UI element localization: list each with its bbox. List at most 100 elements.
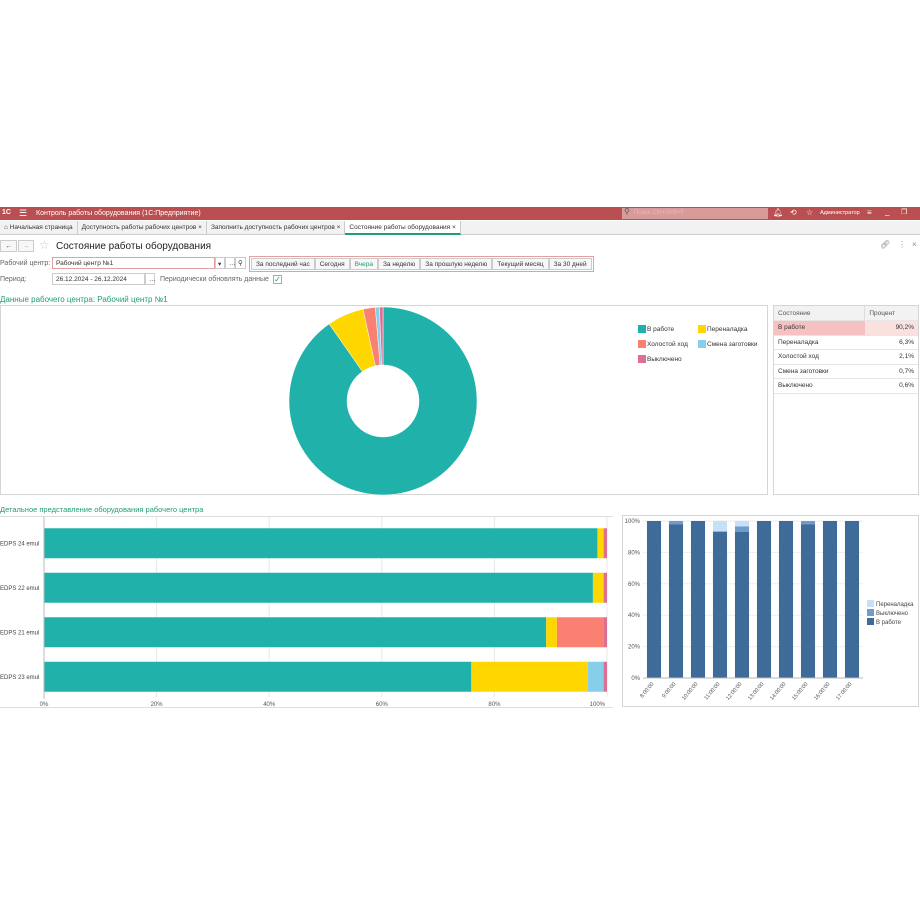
bar-segment: [44, 661, 472, 692]
more-icon[interactable]: ⋮: [898, 240, 906, 249]
star-icon[interactable]: ☆: [806, 208, 814, 217]
tab-label: Начальная страница: [9, 224, 73, 231]
bar-segment: [603, 661, 607, 692]
x-tick-label: 13:00:00: [747, 681, 765, 701]
user-name[interactable]: Администратор: [820, 210, 860, 216]
state-cell: Холостой ход: [774, 349, 865, 365]
column-segment: [712, 521, 728, 532]
tab-label: Заполнить доступность рабочих центров: [210, 224, 335, 231]
period-today-button[interactable]: Сегодня: [314, 258, 350, 270]
period-yesterday-button[interactable]: Вчера: [349, 258, 378, 270]
close-icon[interactable]: ×: [912, 240, 917, 249]
period-last-week-button[interactable]: За прошлую неделю: [420, 258, 493, 270]
bar-segment: [471, 661, 588, 692]
y-tick-label: 20%: [628, 645, 641, 651]
period-input[interactable]: 26.12.2024 - 26.12.2024: [52, 273, 145, 285]
history-icon[interactable]: ⟲: [790, 208, 797, 217]
legend-swatch: [638, 355, 646, 363]
period-select-button[interactable]: …: [145, 273, 156, 285]
maximize-icon[interactable]: ❐: [901, 209, 908, 216]
legend-item: Выключено: [638, 355, 698, 363]
column-segment: [668, 521, 684, 525]
app-logo: 1С: [2, 209, 11, 216]
work-center-label: Рабочий центр:: [0, 260, 51, 267]
forward-button[interactable]: →: [18, 240, 34, 252]
x-tick-label: 60%: [376, 702, 389, 708]
period-30-days-button[interactable]: За 30 дней: [548, 258, 592, 270]
legend-swatch: [638, 340, 646, 348]
dropdown-button[interactable]: ▾: [215, 257, 225, 269]
auto-refresh-checkbox[interactable]: ✓: [272, 274, 282, 284]
bar-segment: [44, 617, 547, 648]
table-row[interactable]: В работе 90,2%: [774, 320, 918, 336]
x-tick-label: 14:00:00: [769, 681, 787, 701]
legend-label: Смена заготовки: [707, 340, 758, 348]
period-last-hour-button[interactable]: За последний час: [251, 258, 315, 270]
bar-segment: [597, 528, 604, 559]
x-tick-label: 20%: [151, 702, 164, 708]
tab-equipment-state[interactable]: Состояние работы оборудования ×: [345, 221, 461, 235]
minimize-icon[interactable]: _: [885, 207, 890, 216]
bar-segment: [592, 572, 604, 603]
x-tick-label: 0%: [40, 702, 49, 708]
hourly-chart-panel: 0% 20% 40% 60% 80% 100% 8:00:00 9:00:00 10:00:00…: [622, 515, 919, 707]
x-tick-label: 80%: [488, 702, 501, 708]
legend-label: Выключено: [876, 611, 909, 617]
column-segment: [712, 531, 728, 678]
back-button[interactable]: ←: [0, 240, 17, 252]
table-row[interactable]: Переналадка 6,3%: [774, 335, 918, 350]
column-segment: [734, 531, 750, 678]
bar-segment: [44, 572, 593, 603]
favorite-star-icon[interactable]: ☆: [39, 238, 50, 252]
legend-label: Переналадка: [707, 325, 748, 333]
legend-label: Выключено: [647, 355, 682, 363]
bar-segment: [603, 528, 607, 559]
table-row[interactable]: Смена заготовки 0,7%: [774, 364, 918, 379]
column-header-state[interactable]: Состояние: [774, 306, 865, 321]
percent-cell: 0,6%: [864, 378, 918, 394]
menu-icon[interactable]: ☰: [19, 208, 28, 218]
state-cell: Выключено: [774, 378, 865, 394]
bar-segment: [587, 661, 604, 692]
state-cell: Переналадка: [774, 335, 865, 350]
period-row: Период: 26.12.2024 - 26.12.2024 … Период…: [0, 273, 282, 285]
state-cell: Смена заготовки: [774, 364, 865, 379]
y-tick-label: 100%: [625, 519, 641, 525]
x-tick-label: 40%: [263, 702, 276, 708]
link-icon[interactable]: 🔗︎: [880, 240, 891, 249]
period-week-button[interactable]: За неделю: [377, 258, 421, 270]
work-center-input[interactable]: Рабочий центр №1: [52, 257, 215, 269]
bar-segment: [556, 617, 604, 648]
search-icon: ⚲: [624, 207, 630, 216]
bar-segment: [546, 617, 557, 648]
tab-label: Доступность работы рабочих центров: [81, 224, 197, 231]
table-row[interactable]: Холостой ход 2,1%: [774, 349, 918, 365]
column-segment: [690, 521, 706, 678]
open-icon[interactable]: ⚲: [235, 257, 246, 269]
pie-slice: [379, 306, 384, 366]
select-button[interactable]: …: [225, 257, 236, 269]
pie-legend: В работе Переналадка Холостой ход Смена заг…: [638, 325, 770, 363]
legend-swatch: [867, 618, 874, 625]
tab-home[interactable]: ⌂ Начальная страница: [0, 221, 78, 235]
tab-fill-availability[interactable]: Заполнить доступность рабочих центров ×: [207, 221, 346, 235]
pie-panel: В работе Переналадка Холостой ход Смена заг…: [0, 305, 770, 496]
tab-availability[interactable]: Доступность работы рабочих центров ×: [78, 221, 207, 235]
settings-icon[interactable]: ≡: [867, 208, 872, 217]
search-input[interactable]: Поиск Ctrl+Shift+F: [622, 208, 768, 219]
category-label: EDPS 23 emul: [0, 675, 39, 681]
equipment-bar-chart: 0% 20% 40% 60% 80% 100% EDPS 24 emul EDPS 22 em…: [0, 517, 608, 708]
table-row[interactable]: Выключено 0,6%: [774, 378, 918, 394]
window-title: Контроль работы оборудования (1С:Предпри…: [36, 210, 201, 217]
period-month-button[interactable]: Текущий месяц: [492, 258, 549, 270]
period-label: Период:: [0, 275, 27, 283]
column-header-percent[interactable]: Процент: [864, 306, 918, 321]
bell-icon[interactable]: 🔔︎: [773, 208, 784, 217]
title-bar: 1С ☰ Контроль работы оборудования (1С:Пр…: [0, 207, 920, 220]
x-tick-label: 9:00:00: [661, 681, 677, 699]
percent-cell: 6,3%: [864, 335, 918, 350]
auto-refresh-label: Периодически обновлять данные: [160, 275, 269, 283]
x-tick-label: 17:00:00: [835, 681, 853, 701]
state-table-panel: Состояние Процент В работе 90,2% Переналадк…: [773, 305, 919, 495]
column-segment: [734, 526, 750, 532]
